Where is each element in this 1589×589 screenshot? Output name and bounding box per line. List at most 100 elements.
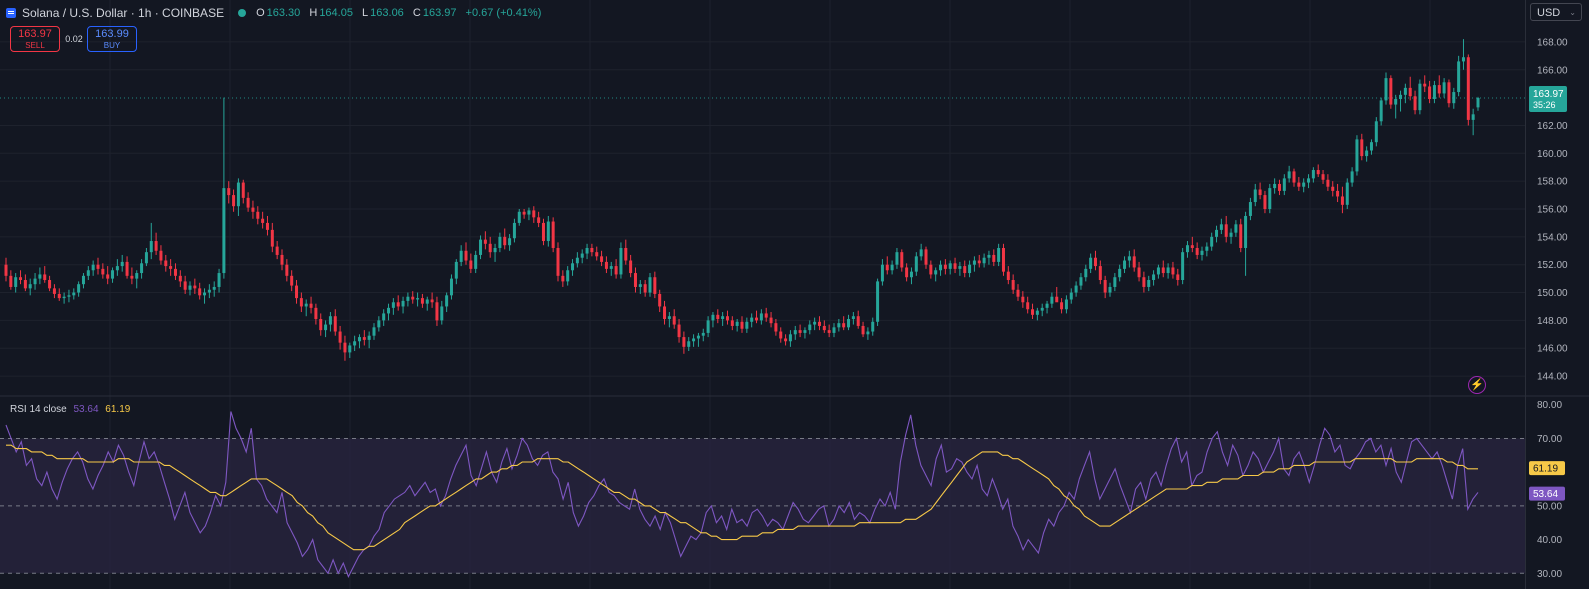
currency-label: USD (1537, 7, 1561, 19)
candle (324, 320, 328, 338)
price-tick-label: 166.00 (1537, 65, 1568, 76)
candle-body (556, 247, 560, 276)
candle-body (551, 221, 555, 248)
candle (546, 215, 550, 247)
sell-button[interactable]: 163.97 SELL (10, 26, 60, 52)
candle-body (193, 285, 197, 289)
candle (474, 250, 478, 274)
candle-body (934, 270, 938, 275)
candle-body (314, 307, 318, 319)
candle (1326, 174, 1330, 191)
candle-body (590, 247, 594, 253)
candle-body (1113, 277, 1117, 287)
candle (1461, 39, 1465, 70)
candle-body (62, 296, 66, 299)
candle (125, 256, 129, 279)
candle (677, 318, 681, 343)
buy-button[interactable]: 163.99 BUY (87, 26, 137, 52)
candle-body (43, 274, 47, 281)
candle-body (851, 316, 855, 319)
candle-body (57, 293, 61, 299)
currency-selector[interactable]: USD ⌄ (1530, 3, 1582, 21)
candle (590, 243, 594, 257)
candle-body (328, 316, 332, 325)
candle (106, 266, 110, 285)
candle-body (677, 324, 681, 338)
candle (261, 211, 265, 229)
sell-label: SELL (25, 41, 45, 50)
candle-body (362, 337, 366, 340)
candle (595, 246, 599, 261)
candle-body (106, 274, 110, 279)
candle-body (575, 257, 579, 264)
candle-body (178, 275, 182, 282)
candle (14, 273, 18, 293)
candle (1452, 87, 1456, 109)
candle (885, 256, 889, 275)
candle-body (943, 264, 947, 269)
spread-value: 0.02 (65, 34, 83, 44)
candle-body (1263, 195, 1267, 209)
candle (52, 284, 56, 299)
candle (856, 310, 860, 329)
candle (580, 249, 584, 264)
candle-body (871, 321, 875, 332)
candle-body (532, 210, 536, 218)
candle (706, 316, 710, 338)
rsi-legend[interactable]: RSI 14 close 53.64 61.19 (10, 404, 130, 415)
candle-body (750, 317, 754, 322)
candle-body (968, 264, 972, 274)
candle-body (1413, 96, 1417, 111)
candle-body (546, 221, 550, 242)
candle-body (203, 292, 207, 296)
candle-body (992, 254, 996, 262)
candle (246, 192, 250, 212)
candle-body (1239, 224, 1243, 248)
candle (1060, 298, 1064, 314)
candle-body (479, 239, 483, 255)
candle (1394, 94, 1398, 119)
candle-body (1031, 309, 1035, 315)
candle-body (585, 247, 589, 254)
candle (227, 181, 231, 204)
candle (687, 337, 691, 352)
candle (968, 260, 972, 278)
candle-body (774, 323, 778, 332)
candle-body (1268, 188, 1272, 209)
candle (508, 234, 512, 251)
candle-body (784, 338, 788, 342)
candle (1350, 167, 1354, 187)
candle-body (159, 250, 163, 261)
candle-body (1040, 307, 1044, 311)
candle-body (1316, 170, 1320, 175)
candle-body (28, 284, 32, 289)
candle-body (251, 207, 255, 212)
candle (992, 249, 996, 267)
candle (1374, 117, 1378, 147)
candle-body (721, 316, 725, 319)
candle-body (430, 299, 434, 303)
high-label: H (309, 7, 318, 19)
candle (721, 312, 725, 326)
lightning-icon[interactable]: ⚡ (1468, 376, 1486, 394)
candle (241, 179, 245, 204)
candle-body (1350, 171, 1354, 183)
candle-body (1403, 87, 1407, 95)
candle-body (667, 316, 671, 319)
candle (299, 292, 303, 313)
candle (1103, 275, 1107, 299)
candle (396, 295, 400, 311)
symbol-title[interactable]: Solana / U.S. Dollar · 1h · COINBASE (22, 6, 225, 20)
rsi-tick-label: 30.00 (1537, 569, 1562, 580)
candle-body (1093, 257, 1097, 267)
candle-body (1340, 196, 1344, 205)
symbol-list-icon[interactable] (6, 8, 16, 18)
rsi-value-badge (1529, 486, 1565, 501)
candle-body (493, 247, 497, 253)
candle (401, 296, 405, 314)
candle (1219, 218, 1223, 235)
candle (1190, 236, 1194, 253)
candle (1340, 186, 1344, 214)
candle-body (449, 278, 453, 296)
